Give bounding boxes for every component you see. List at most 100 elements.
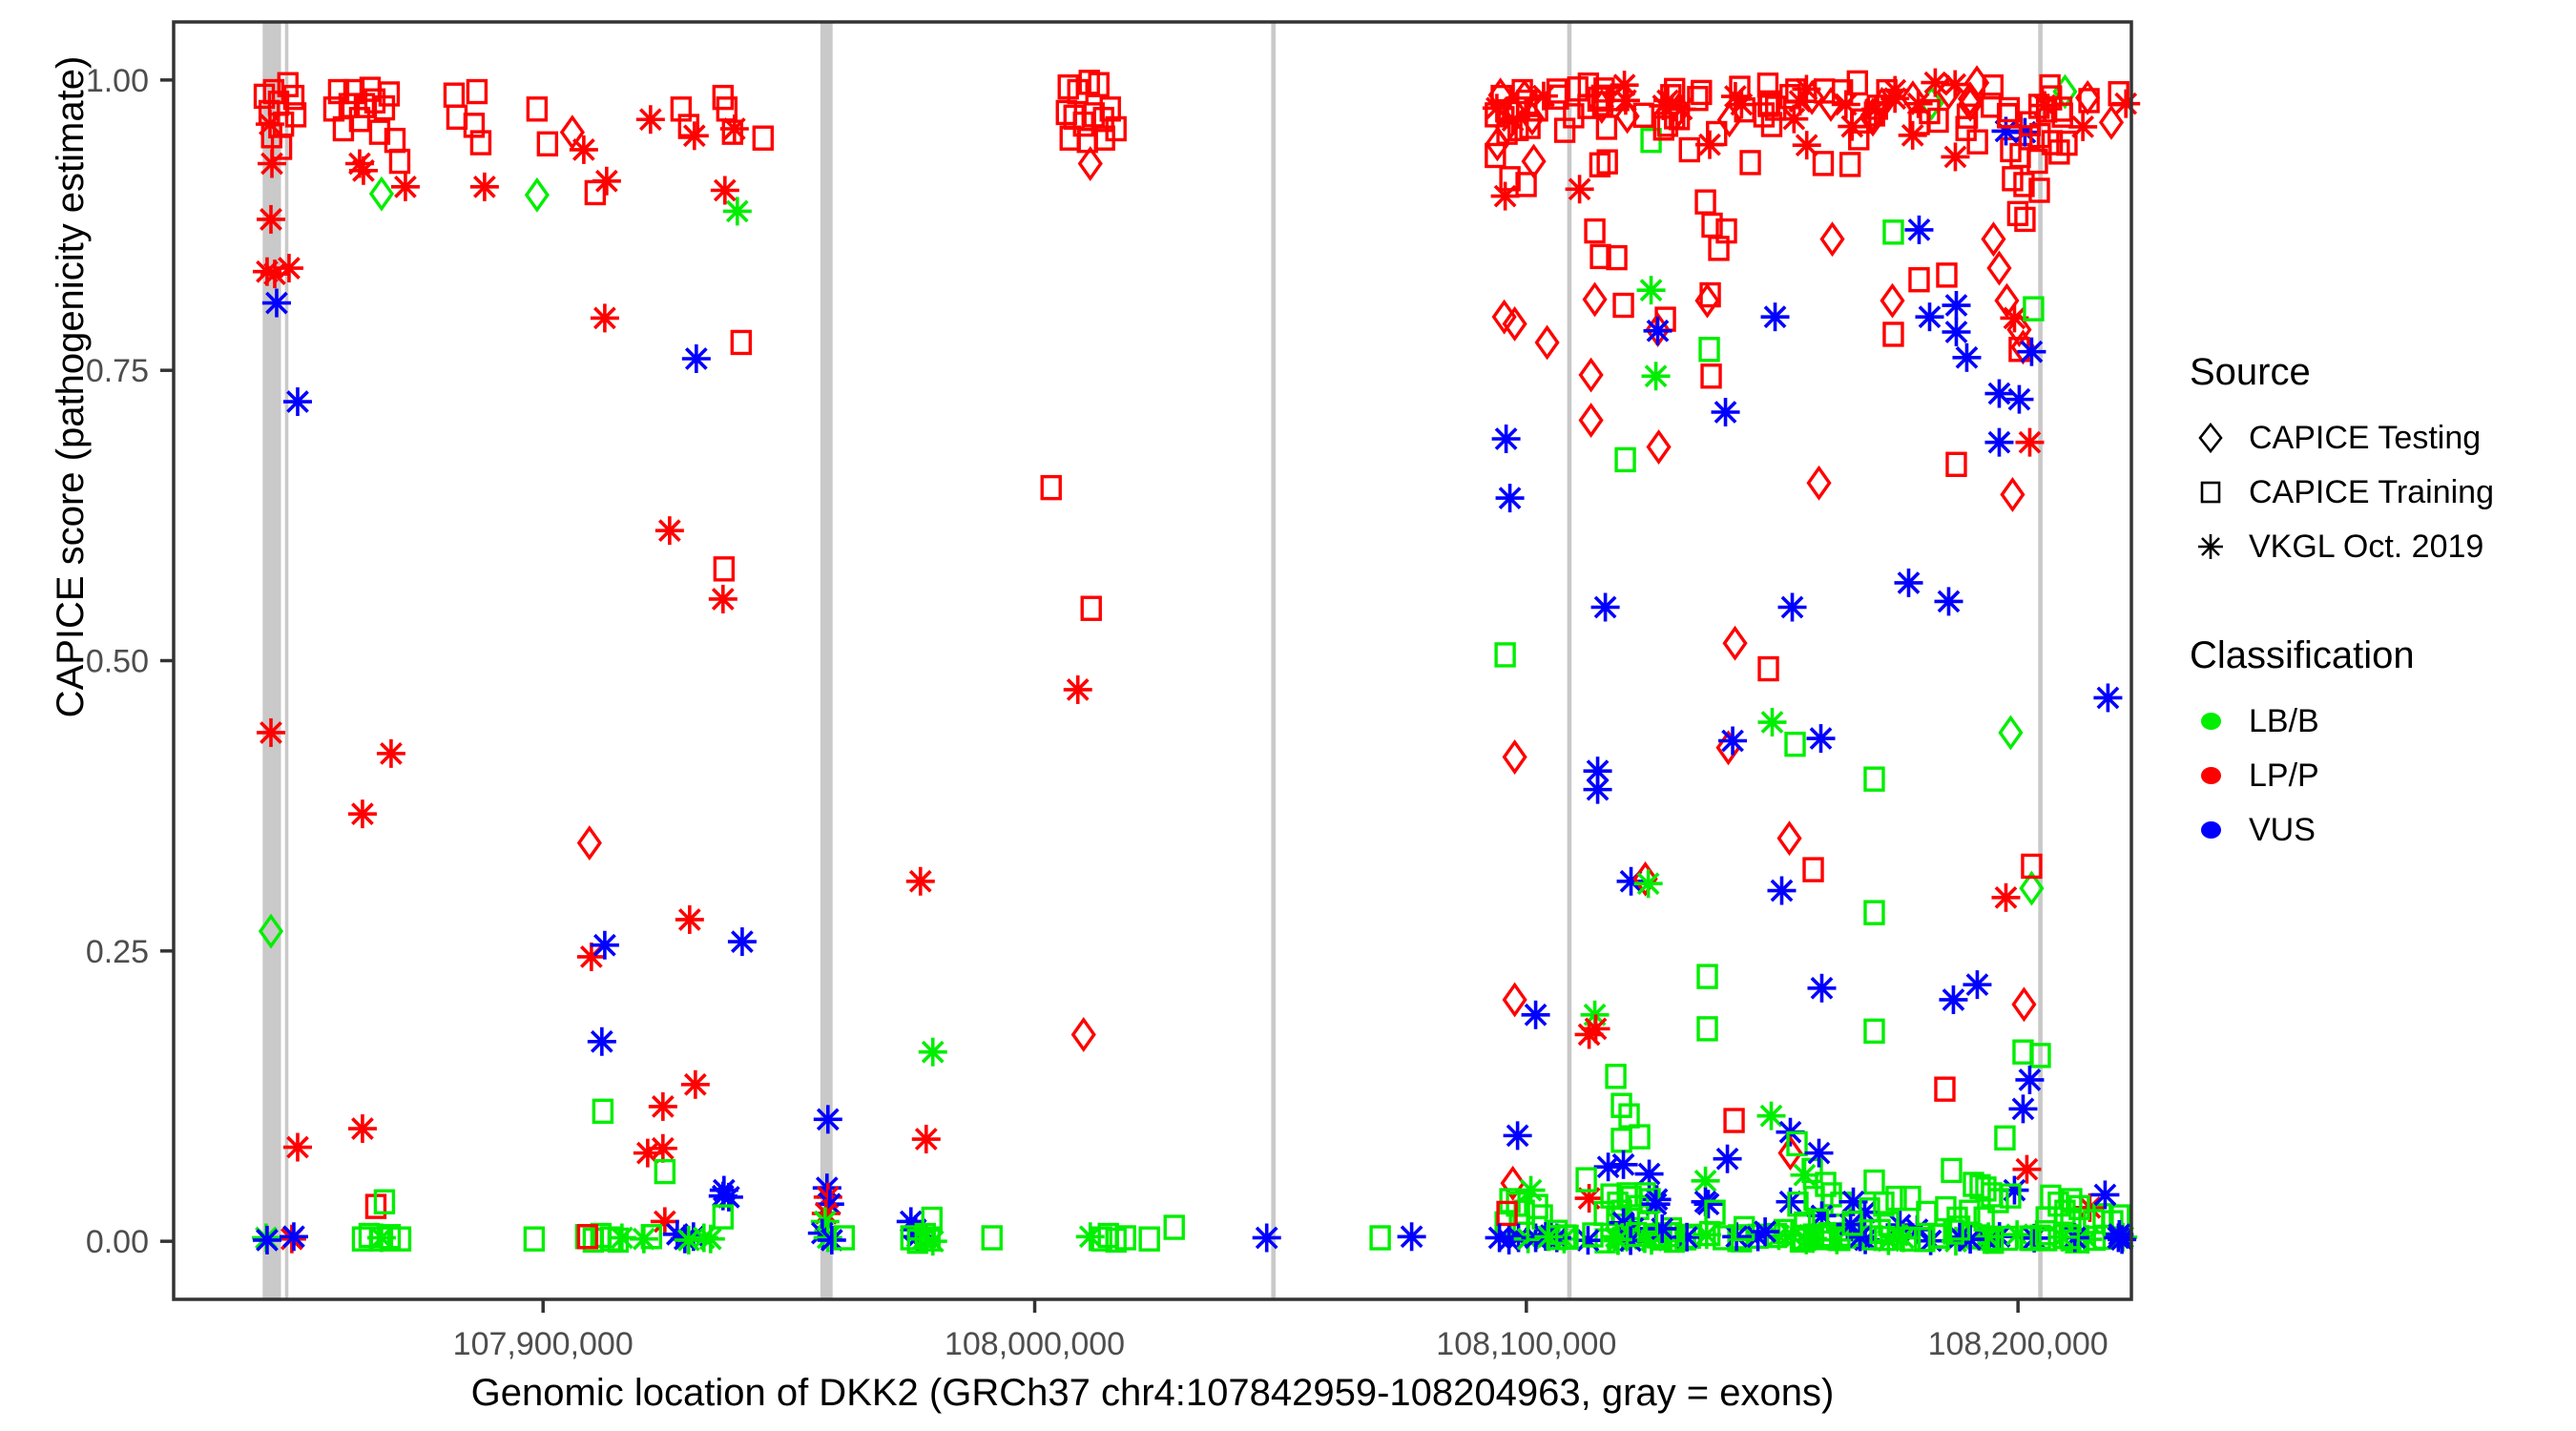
- point-square: [1067, 78, 1089, 105]
- point-square: [833, 1225, 855, 1251]
- point-asterisk: [590, 303, 619, 333]
- point-square: [1059, 125, 1081, 151]
- point-square: [1656, 112, 1679, 137]
- point-asterisk: [1648, 1213, 1677, 1243]
- point-square: [1593, 77, 1615, 103]
- legend-item-capice-testing: CAPICE Testing: [2190, 419, 2571, 457]
- point-diamond: [2000, 476, 2025, 512]
- point-asterisk: [1603, 1225, 1632, 1255]
- point-square: [1914, 1227, 1936, 1253]
- point-square: [2012, 1039, 2034, 1065]
- point-asterisk: [1711, 398, 1740, 427]
- point-diamond: [2019, 870, 2045, 906]
- point-square: [1614, 446, 1636, 473]
- point-asterisk: [1767, 876, 1797, 905]
- point-asterisk: [1807, 973, 1837, 1003]
- point-asterisk: [1756, 1101, 1786, 1130]
- point-square: [2060, 1207, 2082, 1233]
- point-asterisk: [576, 942, 606, 971]
- point-square: [1863, 766, 1885, 792]
- y-tick-label: 1.00: [86, 63, 149, 99]
- point-asterisk: [1495, 484, 1525, 513]
- point-asterisk: [1760, 302, 1790, 332]
- point-asterisk: [1904, 215, 1934, 244]
- point-square: [1794, 1211, 1816, 1237]
- plot-panel-border: [172, 20, 2133, 1301]
- point-diamond: [2006, 312, 2032, 348]
- point-square: [1698, 337, 1720, 363]
- legend: Source CAPICE Testing CAPICE Training: [2190, 351, 2571, 865]
- point-square: [1494, 642, 1516, 668]
- point-square: [1485, 142, 1506, 169]
- point-asterisk: [1574, 1184, 1604, 1213]
- point-square: [277, 72, 299, 97]
- point-diamond: [1578, 403, 1604, 438]
- point-square: [1863, 900, 1885, 925]
- point-square: [1812, 151, 1835, 176]
- point-asterisk: [635, 105, 665, 135]
- point-square: [1760, 112, 1783, 137]
- point-square: [1874, 1225, 1896, 1252]
- point-asterisk: [1695, 130, 1725, 159]
- point-square: [1919, 98, 1941, 125]
- point-asterisk: [1984, 379, 2014, 408]
- point-square: [1595, 114, 1618, 140]
- point-asterisk: [1963, 970, 1992, 1000]
- point-square: [1846, 70, 1869, 96]
- point-diamond: [1716, 102, 1742, 138]
- point-square: [1040, 474, 1062, 501]
- point-diamond: [1722, 625, 1748, 661]
- point-square: [576, 1224, 599, 1250]
- point-square: [2034, 1220, 2057, 1246]
- point-square: [1606, 244, 1628, 271]
- legend-item-label: LB/B: [2249, 702, 2319, 739]
- point-square: [1575, 1167, 1597, 1192]
- point-asterisk: [1952, 342, 1982, 372]
- point-diamond: [1981, 221, 2006, 258]
- point-square: [1691, 79, 1713, 106]
- point-diamond: [1070, 1017, 1096, 1052]
- square-icon: [2190, 473, 2232, 511]
- point-square: [526, 96, 549, 122]
- point-asterisk: [1942, 291, 1971, 321]
- point-diamond: [1936, 74, 1962, 111]
- point-asterisk: [2090, 1180, 2120, 1210]
- point-asterisk: [1831, 90, 1860, 119]
- point-asterisk: [1503, 1121, 1532, 1151]
- point-square: [1091, 1226, 1112, 1252]
- point-square: [1900, 1185, 1922, 1212]
- point-square: [640, 1224, 663, 1250]
- point-square: [2013, 172, 2035, 197]
- point-asterisk: [1941, 142, 1970, 172]
- point-asterisk: [918, 1037, 947, 1067]
- point-diamond: [2075, 79, 2101, 115]
- point-asterisk: [911, 1125, 941, 1154]
- point-diamond: [1502, 982, 1527, 1018]
- point-square: [1969, 1173, 1991, 1200]
- point-square: [1582, 1222, 1604, 1248]
- point-square: [1080, 595, 1102, 621]
- x-tick-label: 108,100,000: [1436, 1326, 1616, 1362]
- point-asterisk: [1898, 120, 1927, 150]
- point-square: [1936, 262, 1958, 288]
- asterisk-icon: [2190, 528, 2232, 566]
- point-asterisk: [261, 288, 291, 318]
- point-asterisk: [1583, 757, 1612, 786]
- point-asterisk: [569, 135, 598, 164]
- point-asterisk: [648, 1133, 677, 1163]
- point-diamond: [1777, 1135, 1803, 1172]
- diamond-icon: [2190, 419, 2232, 457]
- point-asterisk: [1915, 302, 1944, 332]
- point-asterisk: [648, 1091, 677, 1121]
- point-asterisk: [1490, 181, 1520, 211]
- point-square: [1138, 1226, 1160, 1252]
- point-diamond: [576, 825, 602, 861]
- point-square: [1757, 655, 1779, 682]
- point-square: [378, 81, 401, 107]
- point-square: [1981, 1182, 2003, 1208]
- point-asterisk: [1633, 869, 1663, 899]
- point-square: [2028, 177, 2050, 203]
- data-points: [251, 65, 2141, 1256]
- point-square: [443, 82, 466, 108]
